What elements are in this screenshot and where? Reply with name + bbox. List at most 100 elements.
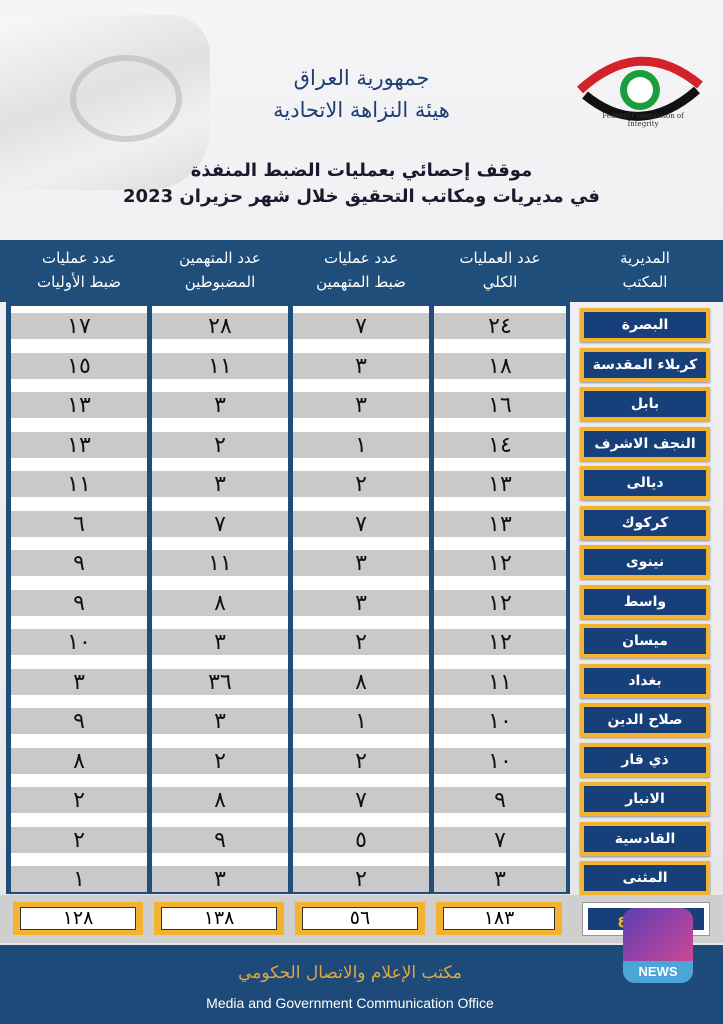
report-subtitle: في مديريات ومكاتب التحقيق خلال شهر حزيرا…: [123, 186, 600, 207]
table-cell: ١٤: [488, 432, 512, 458]
table-cell: ٩: [73, 709, 85, 734]
directorate-name: كركوك: [584, 509, 706, 536]
table-cell: ١٣: [488, 472, 512, 497]
directorate-label-box: القادسية: [580, 821, 710, 856]
table-cell: ١١: [208, 551, 232, 576]
row-stripe: [434, 787, 566, 813]
table-cell: ٣: [214, 393, 226, 418]
column-header: المديرية المكتب: [620, 249, 670, 291]
table-cell: ٧: [355, 788, 367, 813]
table-cell: ١٣: [67, 393, 91, 418]
row-stripe: [293, 747, 429, 774]
total-value: ١٨٣: [443, 907, 555, 930]
table-cell: ١٠: [67, 630, 91, 655]
row-stripe: [11, 629, 147, 655]
column-primary_ops: ١٧ ١٥ ١٣ ١٣ ١١ ٦ ٩ ٩ ١٠ ٣ ٩ ٨ ٢ ٢ ١: [11, 306, 147, 892]
row-stripe: [434, 431, 566, 458]
row-stripe: [434, 826, 566, 853]
table-cell: ١٠: [488, 748, 512, 774]
row-stripe: [293, 352, 429, 379]
directorate-label-box: المثنى: [580, 861, 710, 895]
watermark-text: NEWS: [623, 961, 693, 983]
row-stripe: [11, 747, 147, 774]
table-cell: ١١: [67, 472, 91, 497]
table-cell: ٩: [73, 551, 85, 576]
directorate-name: كربلاء المقدسة: [584, 351, 706, 378]
table-cell: ٨: [355, 669, 367, 695]
row-stripe: [11, 866, 147, 892]
row-stripe: [11, 708, 147, 734]
footer-english: Media and Government Communication Offic…: [206, 995, 494, 1011]
footer: [0, 945, 723, 1024]
table-cell: ١٦: [488, 393, 512, 418]
row-stripe: [434, 747, 566, 774]
table-cell: ٥: [355, 827, 367, 853]
directorate-label-box: بغداد: [580, 663, 710, 698]
row-stripe: [152, 352, 288, 379]
table-cell: ٣: [355, 590, 367, 616]
table-cell: ٢: [214, 432, 226, 458]
table-cell: ٢: [355, 472, 367, 497]
table-cell: ١٠: [488, 709, 512, 734]
row-stripe: [434, 313, 566, 339]
directorate-name: صلاح الدين: [584, 707, 706, 733]
total-value: ١٢٨: [20, 907, 136, 930]
row-stripe: [293, 431, 429, 458]
row-stripe: [293, 826, 429, 853]
row-stripe: [293, 550, 429, 576]
directorate-name: واسط: [584, 588, 706, 615]
table-cell: ١: [355, 709, 367, 734]
row-stripe: [152, 787, 288, 813]
row-stripe: [11, 352, 147, 379]
table-cell: ٣: [355, 353, 367, 379]
directorate-label-box: الانبار: [580, 782, 710, 816]
directorate-label-box: ميسان: [580, 624, 710, 658]
row-stripe: [434, 510, 566, 537]
table-cell: ٢٤: [488, 314, 512, 339]
table-cell: ١٢: [488, 590, 512, 616]
table-cell: ٢: [214, 748, 226, 774]
news-watermark-logo: NEWS: [623, 908, 693, 983]
total-value: ٥٦: [302, 907, 418, 930]
row-stripe: [434, 668, 566, 695]
row-stripe: [11, 787, 147, 813]
total-value: ١٣٨: [161, 907, 277, 930]
column-header: عدد عمليات ضبط المتهمين: [316, 249, 406, 291]
row-stripe: [293, 392, 429, 418]
faded-logo-watermark: [70, 55, 182, 142]
row-stripe: [293, 629, 429, 655]
directorate-label-box: بابل: [580, 387, 710, 421]
table-cell: ٦: [73, 511, 85, 537]
commission-logo-icon: [576, 56, 703, 121]
commission-title: هيئة النزاهة الاتحادية: [273, 98, 450, 122]
directorate-name: ديالى: [584, 470, 706, 496]
row-stripe: [293, 471, 429, 497]
table-cell: ٣: [355, 551, 367, 576]
row-stripe: [11, 589, 147, 616]
table-cell: ١: [73, 867, 85, 892]
table-cell: ٣: [494, 867, 506, 892]
column-accused: ٢٨ ١١ ٣ ٢ ٣ ٧ ١١ ٨ ٣ ٣٦ ٣ ٢ ٨ ٩ ٣: [152, 306, 288, 892]
total-box: ١٣٨: [154, 902, 284, 935]
row-stripe: [293, 708, 429, 734]
row-stripe: [293, 866, 429, 892]
row-stripe: [11, 392, 147, 418]
row-stripe: [434, 471, 566, 497]
row-stripe: [11, 471, 147, 497]
row-stripe: [152, 510, 288, 537]
table-cell: ٧: [494, 827, 506, 853]
table-cell: ٢: [355, 630, 367, 655]
table-cell: ٧: [355, 511, 367, 537]
table-cell: ١١: [208, 353, 232, 379]
row-stripe: [434, 708, 566, 734]
table-cell: ٣: [214, 709, 226, 734]
table-header-band: [0, 240, 723, 302]
total-box: ١٨٣: [436, 902, 562, 935]
directorate-label-box: نينوى: [580, 545, 710, 579]
column-header: عدد عمليات ضبط الأوليات: [36, 249, 122, 291]
row-stripe: [152, 471, 288, 497]
directorate-label-box: ديالى: [580, 466, 710, 500]
directorate-name: ميسان: [584, 628, 706, 654]
table-cell: ٩: [73, 590, 85, 616]
